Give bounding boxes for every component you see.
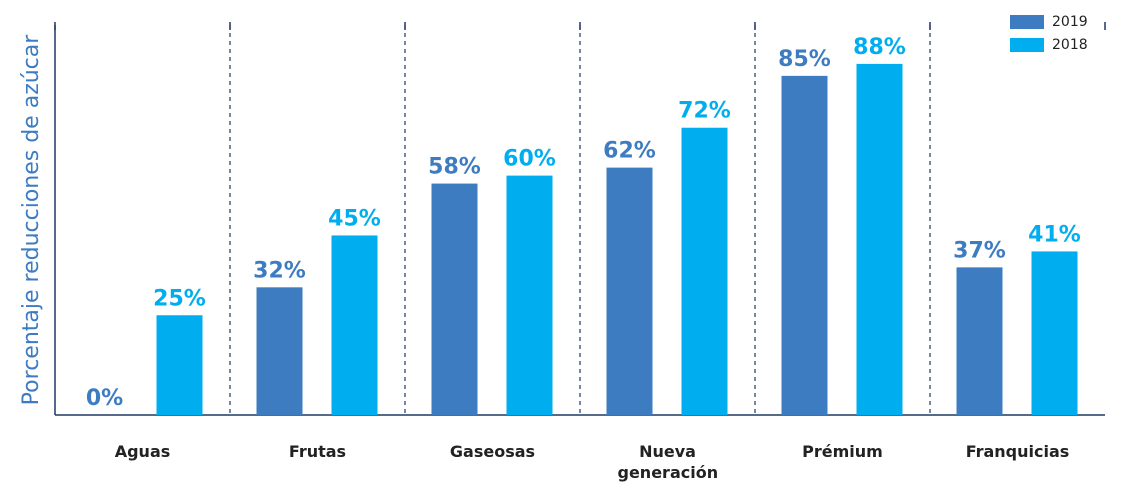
- value-label: 37%: [953, 238, 1006, 263]
- value-label: 62%: [603, 139, 656, 164]
- bar: [331, 235, 378, 415]
- value-label: 41%: [1028, 222, 1081, 247]
- legend-label: 2018: [1052, 37, 1088, 53]
- value-label: 0%: [86, 386, 123, 411]
- legend-swatch: [1010, 15, 1044, 29]
- x-tick-label: Gaseosas: [449, 442, 536, 461]
- x-tick-label: Prémium: [802, 442, 883, 461]
- value-label: 85%: [778, 47, 831, 72]
- value-label: 32%: [253, 258, 306, 283]
- value-label: 60%: [503, 147, 556, 172]
- x-tick-label: Franquicias: [965, 442, 1070, 461]
- bar: [681, 127, 728, 415]
- y-axis-label: Porcentaje reducciones de azúcar: [19, 34, 44, 406]
- value-label: 88%: [853, 35, 906, 60]
- x-tick-label: Nueva generación: [617, 442, 719, 482]
- bar: [781, 75, 828, 415]
- value-label: 58%: [428, 155, 481, 180]
- value-label: 72%: [678, 99, 731, 124]
- bar: [856, 63, 903, 415]
- legend-label: 2019: [1052, 14, 1088, 30]
- bar: [431, 183, 478, 415]
- bar: [1031, 251, 1078, 415]
- legend-swatch: [1010, 38, 1044, 52]
- bar: [156, 315, 203, 415]
- x-tick-label: Frutas: [288, 442, 347, 461]
- bar: [256, 287, 303, 415]
- bar: [606, 167, 653, 415]
- bar: [956, 267, 1003, 415]
- bar: [506, 175, 553, 415]
- value-label: 45%: [328, 206, 381, 231]
- x-tick-label: Aguas: [114, 442, 171, 461]
- value-label: 25%: [153, 286, 206, 311]
